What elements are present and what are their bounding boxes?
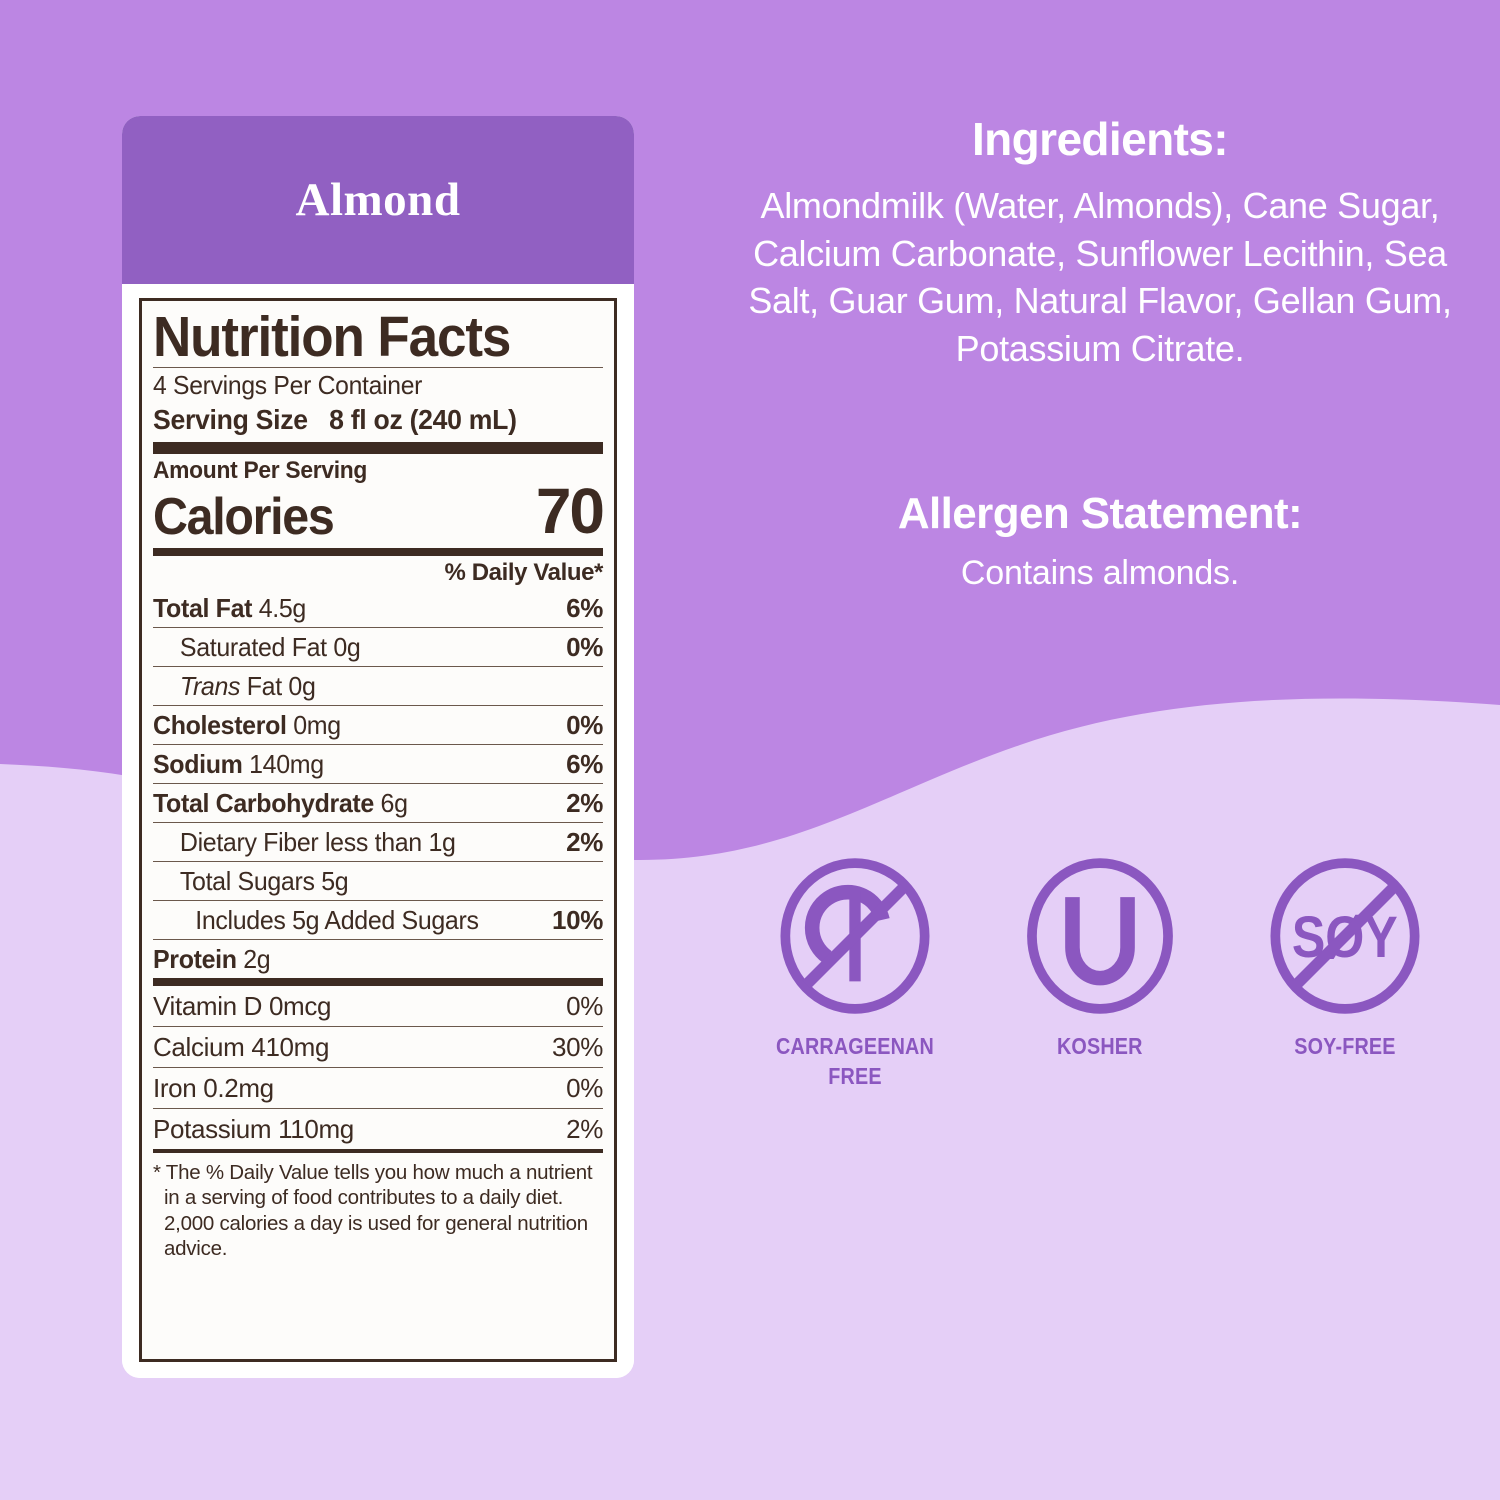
divider [153,665,603,667]
servings-per-container: 4 Servings Per Container [153,370,423,401]
nutrient-name: Cholesterol 0mg [153,709,341,740]
nutrient-daily-value: 6% [566,748,603,779]
vitamin-name: Calcium 410mg [153,1031,330,1062]
allergen-text: Contains almonds. [960,554,1240,592]
ingredients-text: Almondmilk (Water, Almonds), Cane Sugar,… [748,185,1452,369]
serving-size-row: Serving Size 8 fl oz (240 mL) [153,401,581,436]
nutrient-row: Cholesterol 0mg 0% [153,706,603,744]
nutrient-row: Protein 2g [153,940,603,978]
vitamin-daily-value: 2% [566,1113,603,1144]
vitamin-name: Iron 0.2mg [153,1072,274,1103]
divider [153,938,603,940]
serving-size-label: Serving Size [153,403,308,435]
no-carrageenan-icon [780,858,930,1014]
flavor-name: Almond [295,174,461,226]
vitamin-rows: Vitamin D 0mcg 0% Calcium 410mg 30% Iron 0.2… [153,986,603,1149]
divider [153,743,603,745]
vitamin-name: Vitamin D 0mcg [153,990,332,1021]
nutrient-name: Protein 2g [153,943,271,974]
nutrient-name: Dietary Fiber less than 1g [179,826,456,857]
divider [153,782,603,784]
badge-kosher: KOSHER [1005,855,1195,1092]
nutrition-label-card: Almond Nutrition Facts 4 Servings Per Co… [122,116,634,1378]
vitamin-daily-value: 0% [566,1072,603,1103]
divider-thick [153,441,603,454]
amount-per-serving-label: Amount Per Serving [153,456,368,484]
nutrient-daily-value: 6% [566,592,603,623]
nutrient-name: Total Sugars 5g [179,865,349,896]
vitamin-name: Potassium 110mg [153,1113,354,1144]
nutrient-row: Includes 5g Added Sugars 10% [153,901,603,939]
nutrient-row: Sodium 140mg 6% [153,745,603,783]
nutrient-rows: Total Fat 4.5g 6% Saturated Fat 0g 0% Trans … [153,589,603,978]
nutrition-facts-box: Nutrition Facts 4 Servings Per Container… [139,298,617,1362]
nutrition-facts-panel: Nutrition Facts 4 Servings Per Container… [122,284,634,1378]
divider [153,626,603,628]
badge-caption: SOY-FREE [1294,1033,1396,1059]
serving-size-value: 8 fl oz (240 mL) [329,403,517,435]
daily-value-footnote: * The % Daily Value tells you how much a… [153,1160,593,1261]
nutrient-name: Saturated Fat 0g [179,631,361,662]
nutrient-daily-value: 2% [566,787,603,818]
nutrient-name: Total Carbohydrate 6g [153,787,408,818]
divider-med [153,1148,603,1153]
divider [153,821,603,823]
divider-heavy-2 [153,977,603,986]
divider [153,704,603,706]
nutrient-daily-value: 2% [566,826,603,857]
vitamin-daily-value: 30% [552,1031,603,1062]
nutrient-name: Total Fat 4.5g [153,592,306,623]
vitamin-row: Iron 0.2mg 0% [153,1068,603,1108]
calories-row: Calories 70 [153,474,605,547]
badge-carrageenan-free: CARRAGEENAN FREE [760,855,950,1092]
badge-caption: KOSHER [1057,1033,1143,1059]
info-column: Ingredients: Almondmilk (Water, Almonds)… [700,0,1500,1500]
divider [153,899,603,901]
certification-badges-row: CARRAGEENAN FREE KOSHER SØY SOY-FREE [760,855,1440,1092]
nutrient-daily-value: 0% [566,631,603,662]
nutrient-daily-value: 0% [566,709,603,740]
calories-value: 70 [535,474,605,547]
badge-caption: CARRAGEENAN FREE [776,1033,934,1090]
divider [153,1066,603,1068]
nutrient-row: Total Sugars 5g [153,862,603,900]
nutrition-facts-title: Nutrition Facts [153,305,511,369]
nutrient-name: Trans Fat 0g [179,670,316,701]
kosher-u-icon [1027,858,1173,1014]
divider [153,1025,603,1027]
nutrient-name: Sodium 140mg [153,748,324,779]
divider-heavy [153,547,603,556]
nutrient-daily-value: 10% [552,904,603,935]
nutrient-row: Dietary Fiber less than 1g 2% [153,823,603,861]
nutrient-row: Saturated Fat 0g 0% [153,628,603,666]
vitamin-row: Calcium 410mg 30% [153,1027,603,1067]
divider [153,367,603,369]
allergen-title: Allergen Statement: [897,489,1303,538]
flavor-header: Almond [122,116,634,284]
no-soy-icon: SØY [1270,858,1420,1014]
divider [153,860,603,862]
daily-value-header: % Daily Value* [444,558,604,586]
vitamin-row: Vitamin D 0mcg 0% [153,986,603,1026]
vitamin-daily-value: 0% [566,990,603,1021]
badge-soy-free: SØY SOY-FREE [1250,855,1440,1092]
nutrient-row: Total Carbohydrate 6g 2% [153,784,603,822]
nutrient-row: Trans Fat 0g [153,667,603,705]
nutrient-row: Total Fat 4.5g 6% [153,589,603,627]
vitamin-row: Potassium 110mg 2% [153,1109,603,1149]
nutrient-name: Includes 5g Added Sugars [195,904,479,935]
divider [153,1107,603,1109]
calories-label: Calories [153,487,335,546]
ingredients-title: Ingredients: [971,113,1229,165]
